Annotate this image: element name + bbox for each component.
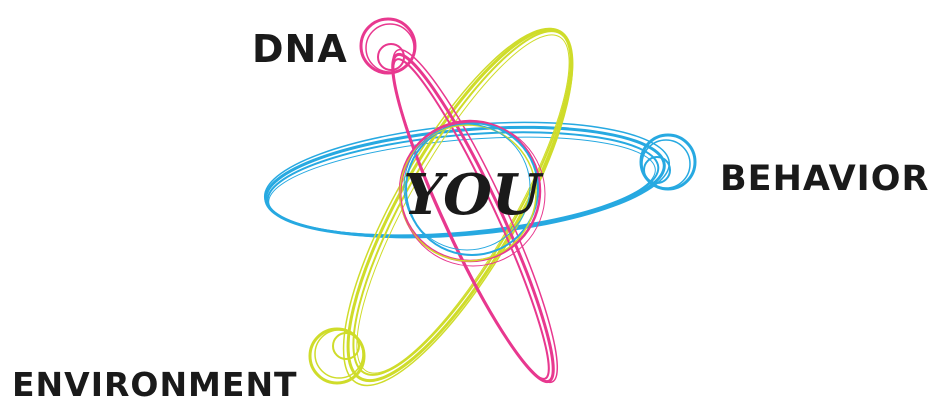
nucleus — [398, 119, 546, 267]
behavior-electron — [639, 133, 697, 191]
environment-electron — [308, 327, 366, 385]
label-dna: DNA — [252, 27, 348, 71]
label-environment: ENVIRONMENT — [12, 365, 298, 404]
dna-electron — [359, 17, 417, 75]
label-behavior: BEHAVIOR — [720, 159, 929, 199]
dna-orbit — [391, 48, 559, 384]
center-label-you: YOU — [403, 162, 544, 228]
